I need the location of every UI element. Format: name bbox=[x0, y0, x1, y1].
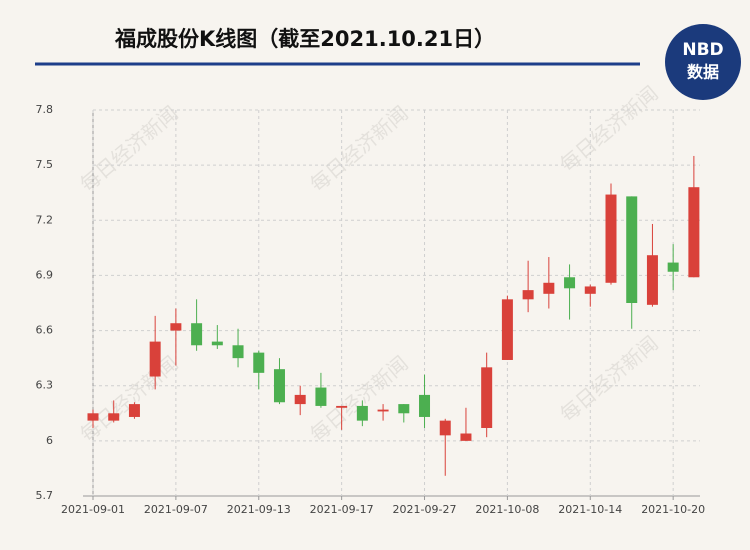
candle-body bbox=[211, 341, 223, 346]
candle-body bbox=[356, 405, 368, 421]
candle-body bbox=[170, 323, 182, 331]
candle-body bbox=[377, 409, 389, 412]
y-tick-label: 7.2 bbox=[36, 213, 54, 226]
candle-body bbox=[522, 290, 534, 300]
candle-body bbox=[543, 282, 555, 294]
candle-body bbox=[564, 277, 576, 289]
candle-body bbox=[253, 352, 265, 373]
candle-body bbox=[605, 194, 617, 283]
candle-body bbox=[128, 404, 140, 417]
candle-body bbox=[87, 413, 99, 421]
candle-body bbox=[232, 345, 244, 359]
x-tick-label: 2021-09-27 bbox=[393, 503, 457, 516]
y-tick-label: 6.3 bbox=[36, 379, 54, 392]
candle-body bbox=[439, 420, 451, 436]
candle-body bbox=[501, 299, 513, 360]
y-tick-label: 7.5 bbox=[36, 158, 54, 171]
x-tick-label: 2021-09-01 bbox=[61, 503, 125, 516]
y-tick-label: 5.7 bbox=[36, 489, 54, 502]
y-tick-label: 7.8 bbox=[36, 103, 54, 116]
candle-body bbox=[191, 323, 203, 346]
y-tick-label: 6.6 bbox=[36, 324, 54, 337]
candle-body bbox=[108, 413, 120, 421]
logo-text: 数据 bbox=[687, 63, 719, 82]
y-tick-label: 6 bbox=[46, 434, 53, 447]
candle-body bbox=[688, 187, 700, 278]
candle-body bbox=[667, 262, 679, 272]
candle-body bbox=[149, 341, 161, 377]
candle-body bbox=[315, 387, 327, 406]
candle-body bbox=[646, 255, 658, 305]
candle-body bbox=[481, 367, 493, 428]
logo bbox=[665, 24, 741, 100]
candle-body bbox=[273, 369, 285, 403]
x-tick-label: 2021-10-20 bbox=[641, 503, 705, 516]
candle-body bbox=[419, 394, 431, 417]
x-tick-label: 2021-09-13 bbox=[227, 503, 291, 516]
chart-title: 福成股份K线图（截至2021.10.21日） bbox=[114, 27, 495, 51]
y-tick-label: 6.9 bbox=[36, 268, 54, 281]
candle-body bbox=[460, 433, 472, 441]
logo-text: NBD bbox=[682, 40, 723, 60]
candle-body bbox=[626, 196, 638, 303]
x-tick-label: 2021-10-08 bbox=[475, 503, 539, 516]
candle-body bbox=[336, 405, 348, 408]
candle-body bbox=[584, 286, 596, 294]
candle-body bbox=[294, 394, 306, 405]
x-tick-label: 2021-10-14 bbox=[558, 503, 622, 516]
x-tick-label: 2021-09-17 bbox=[310, 503, 374, 516]
x-tick-label: 2021-09-07 bbox=[144, 503, 208, 516]
candle-body bbox=[398, 404, 410, 414]
